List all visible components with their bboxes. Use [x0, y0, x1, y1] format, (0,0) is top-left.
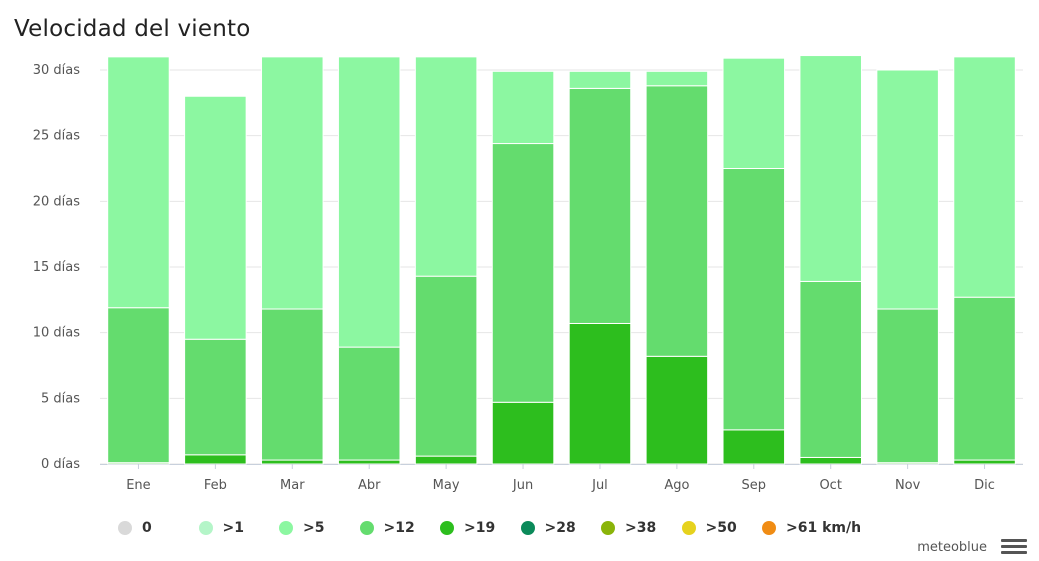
y-tick-label: 0 días: [41, 457, 80, 472]
bar-gt5-nov[interactable]: [876, 69, 939, 310]
x-tick-label: May: [433, 478, 460, 493]
legend-item-gt28[interactable]: >28: [520, 514, 576, 542]
bar-gt5-dic[interactable]: [953, 56, 1016, 298]
y-tick-label: 15 días: [33, 260, 81, 275]
bar-gt5-ene[interactable]: [107, 56, 170, 309]
legend-item-gt50[interactable]: >50: [681, 514, 737, 542]
bar-gt19-oct[interactable]: [799, 456, 862, 465]
y-tick-label: 25 días: [33, 129, 81, 144]
legend-swatch: [681, 521, 696, 535]
x-tick-label: Jul: [591, 478, 608, 493]
bar-gt19-jul[interactable]: [568, 322, 632, 465]
legend-label: >12: [383, 520, 415, 536]
bar-gt19-abr[interactable]: [337, 459, 401, 465]
x-tick-label: Mar: [280, 478, 305, 493]
bar-gt5-jul[interactable]: [568, 70, 632, 89]
x-tick-label: Ago: [664, 478, 689, 493]
bar-gt5-mar[interactable]: [261, 56, 324, 310]
legend-swatch: [520, 521, 535, 535]
bar-gt12-jul[interactable]: [568, 87, 632, 324]
bar-gt19-may[interactable]: [414, 455, 478, 465]
legend-item-gt1[interactable]: >1: [198, 514, 244, 542]
x-tick-label: Feb: [204, 478, 227, 493]
bar-gt12-abr[interactable]: [337, 346, 401, 461]
bar-gt12-may[interactable]: [414, 275, 478, 457]
bar-gt5-feb[interactable]: [184, 95, 247, 340]
x-tick-label: Abr: [358, 478, 381, 493]
legend-label: >1: [222, 520, 244, 536]
bar-gt12-dic[interactable]: [953, 296, 1016, 461]
x-tick-label: Dic: [974, 478, 995, 493]
x-tick-label: Sep: [742, 478, 767, 493]
legend-label: >61 km/h: [786, 520, 862, 536]
bar-gt12-oct[interactable]: [799, 280, 862, 458]
bar-gt12-ago[interactable]: [645, 85, 709, 357]
legend-label: >38: [625, 520, 657, 536]
credit-label: meteoblue: [917, 540, 987, 555]
chart-container: Velocidad del viento 0 días 5 días 10 días…: [6, 6, 1033, 555]
legend-item-gt5[interactable]: >5: [279, 514, 324, 542]
bar-gt12-sep[interactable]: [722, 168, 786, 431]
bar-gt19-mar[interactable]: [261, 459, 324, 465]
bar-gt5-jun[interactable]: [491, 70, 555, 145]
bar-gt12-jun[interactable]: [491, 143, 555, 403]
y-tick-label: 5 días: [41, 391, 80, 406]
legend-item-gt38[interactable]: >38: [601, 514, 656, 542]
legend-label: >28: [544, 520, 576, 536]
legend-item-gt12[interactable]: >12: [359, 514, 415, 542]
legend-item-gt19[interactable]: >19: [440, 514, 495, 542]
legend-swatch: [601, 521, 615, 535]
y-tick-label: 20 días: [33, 194, 81, 209]
bar-gt19-sep[interactable]: [722, 429, 786, 465]
bar-gt5-abr[interactable]: [337, 56, 401, 348]
legend-label: >19: [464, 520, 496, 536]
legend-swatch: [440, 521, 454, 535]
bar-gt12-mar[interactable]: [261, 308, 324, 461]
bar-gt19-dic[interactable]: [953, 459, 1016, 465]
chart-legend: 0 >1 >5 >12 >19 >28 >38 >50 >61 km/h: [6, 514, 1033, 542]
y-tick-label: 30 días: [33, 63, 81, 78]
x-tick-label: Ene: [126, 478, 150, 493]
hamburger-menu-icon[interactable]: [1001, 536, 1027, 554]
bar-gt19-jun[interactable]: [491, 401, 555, 465]
legend-label: >5: [303, 520, 325, 536]
legend-swatch: [279, 521, 293, 535]
legend-item-gt61[interactable]: >61 km/h: [762, 514, 861, 542]
wind-speed-chart: 0 días 5 días 10 días 15 días 20 días 25 días…: [33, 55, 1023, 493]
x-tick-label: Nov: [895, 478, 921, 493]
bar-gt12-ene[interactable]: [107, 307, 170, 464]
legend-swatch: [762, 521, 776, 535]
bar-gt5-oct[interactable]: [799, 55, 862, 282]
legend-item-0[interactable]: 0: [118, 514, 152, 542]
y-tick-label: 10 días: [33, 326, 81, 341]
x-tick-label: Oct: [819, 478, 841, 493]
bar-gt5-sep[interactable]: [722, 57, 786, 169]
bar-gt5-ago[interactable]: [645, 70, 709, 87]
legend-label: 0: [142, 520, 152, 536]
bar-gt19-feb[interactable]: [184, 454, 247, 465]
legend-swatch: [359, 521, 374, 535]
bar-gt12-nov[interactable]: [876, 308, 939, 464]
bar-gt12-feb[interactable]: [184, 338, 247, 456]
legend-label: >50: [705, 520, 737, 536]
bar-gt19-ago[interactable]: [645, 355, 709, 465]
legend-swatch: [198, 521, 213, 535]
bar-gt5-may[interactable]: [414, 56, 478, 277]
legend-swatch: [118, 521, 132, 535]
x-tick-label: Jun: [512, 478, 533, 493]
chart-title: Velocidad del viento: [14, 16, 251, 42]
